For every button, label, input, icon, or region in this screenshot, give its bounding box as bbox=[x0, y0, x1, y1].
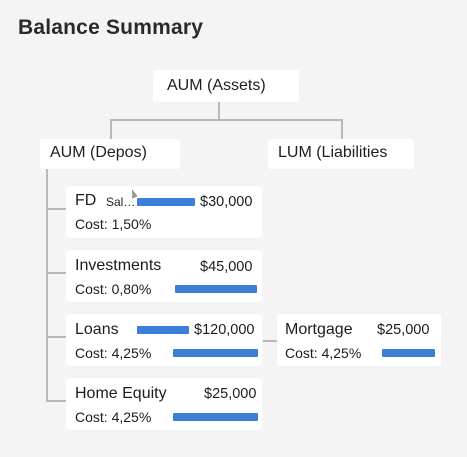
connector-root-down bbox=[218, 100, 220, 120]
account-cost: Cost: 1,50% bbox=[75, 216, 152, 232]
tree-node-right[interactable]: LUM (Liabilities bbox=[268, 139, 414, 169]
connector-branch-loans bbox=[46, 336, 66, 338]
page-title: Balance Summary bbox=[18, 16, 204, 39]
progress-bar bbox=[382, 349, 435, 357]
account-amount: $120,000 bbox=[194, 322, 255, 338]
progress-bar bbox=[137, 198, 195, 206]
account-card-home-equity[interactable]: Home Equity $25,000 Cost: 4,25% bbox=[66, 378, 262, 430]
connector-trunk bbox=[46, 168, 48, 401]
tree-node-root[interactable]: AUM (Assets) bbox=[153, 70, 299, 102]
account-card-loans[interactable]: Loans $120,000 Cost: 4,25% bbox=[66, 314, 262, 366]
connector-branch-fd bbox=[46, 208, 66, 210]
account-name: Mortgage bbox=[285, 321, 353, 338]
account-cost: Cost: 4,25% bbox=[75, 345, 152, 361]
progress-bar bbox=[173, 413, 258, 421]
account-amount: $25,000 bbox=[377, 322, 430, 338]
account-card-mortgage[interactable]: Mortgage $25,000 Cost: 4,25% bbox=[277, 314, 441, 366]
account-amount: $25,000 bbox=[204, 386, 257, 402]
tree-node-root-label: AUM (Assets) bbox=[167, 77, 266, 94]
connector-branch-investments bbox=[46, 272, 66, 274]
account-amount: $45,000 bbox=[200, 259, 253, 275]
connector-right-down bbox=[341, 119, 343, 139]
tree-node-left[interactable]: AUM (Depos) bbox=[40, 139, 180, 169]
account-amount: $30,000 bbox=[200, 194, 253, 210]
account-cost: Cost: 4,25% bbox=[75, 409, 152, 425]
account-name: Loans bbox=[75, 321, 119, 338]
account-sub-label: Sal… bbox=[106, 195, 136, 209]
account-card-fd[interactable]: FD Sal… $30,000 Cost: 1,50% bbox=[66, 186, 262, 238]
progress-bar bbox=[137, 326, 189, 334]
tree-node-right-label: LUM (Liabilities bbox=[278, 144, 388, 161]
progress-bar-secondary bbox=[173, 349, 258, 357]
account-cost: Cost: 4,25% bbox=[285, 345, 362, 361]
progress-bar bbox=[175, 285, 257, 293]
account-name: Home Equity bbox=[75, 385, 167, 402]
account-name: Investments bbox=[75, 257, 162, 274]
account-card-investments[interactable]: Investments $45,000 Cost: 0,80% bbox=[66, 250, 262, 302]
connector-branch-home-equity bbox=[46, 400, 66, 402]
connector-horizontal bbox=[110, 119, 342, 121]
account-cost: Cost: 0,80% bbox=[75, 281, 152, 297]
connector-left-down bbox=[110, 119, 112, 139]
connector-loans-mortgage bbox=[263, 340, 277, 342]
tree-node-left-label: AUM (Depos) bbox=[50, 144, 147, 161]
account-name: FD bbox=[75, 192, 97, 209]
